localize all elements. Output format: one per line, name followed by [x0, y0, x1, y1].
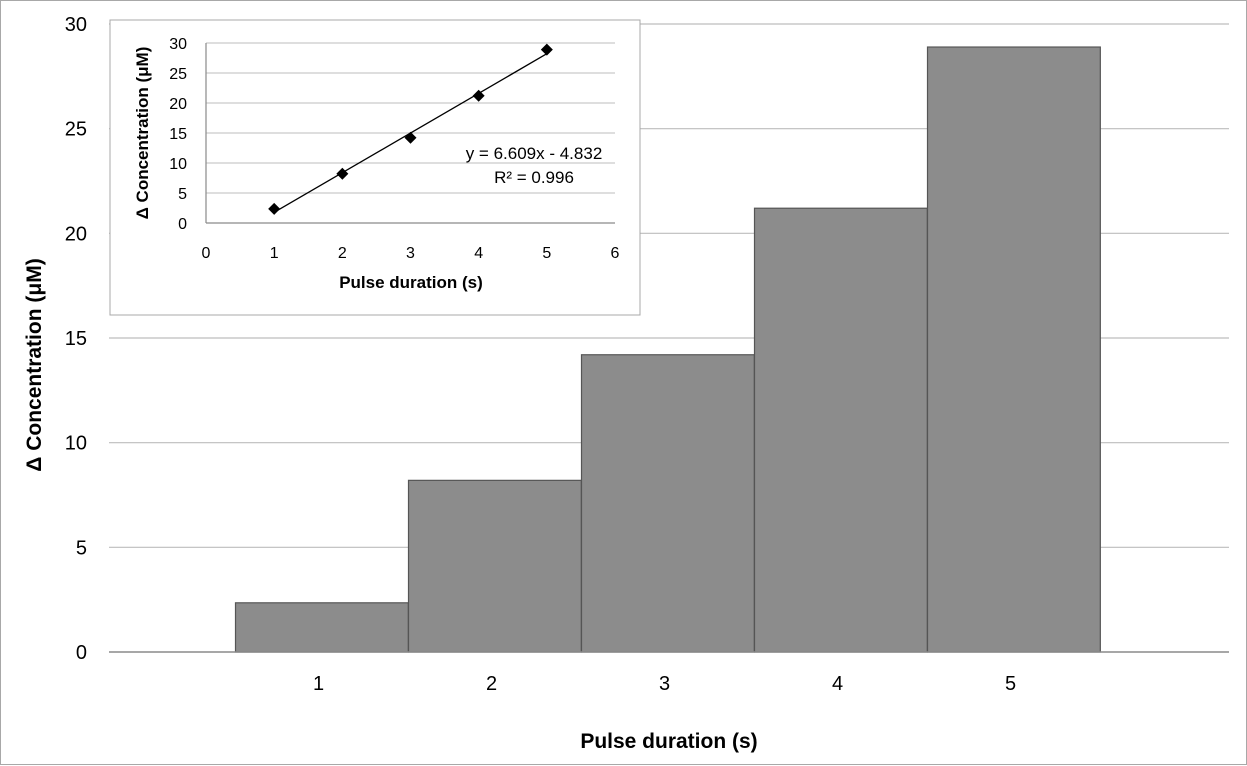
inset-point [336, 167, 349, 180]
inset-y-tick-label: 10 [169, 156, 187, 173]
main-y-tick-label: 20 [65, 223, 87, 245]
inset-point [268, 202, 281, 215]
inset-x-tick-label: 4 [474, 245, 483, 262]
main-y-tick-label: 30 [65, 14, 87, 36]
inset-point [472, 89, 485, 102]
inset-point [404, 131, 417, 144]
main-bar [407, 479, 582, 653]
inset-x-tick-label: 2 [338, 245, 347, 262]
main-bar [234, 602, 409, 653]
main-y-tick-label: 0 [76, 642, 87, 664]
main-y-tick-label: 10 [65, 433, 87, 455]
inset-x-tick-labels: 0 1 2 3 4 5 6 [202, 245, 620, 262]
inset-x-tick-label: 3 [406, 245, 415, 262]
trend-r-squared: R² = 0.996 [494, 168, 574, 187]
main-bar [753, 207, 928, 653]
main-x-tick-label: 5 [1005, 673, 1016, 695]
main-y-tick-labels: 0 5 10 15 20 25 30 [65, 14, 87, 664]
main-x-axis-title: Pulse duration (s) [580, 730, 757, 753]
inset-x-tick-label: 6 [611, 245, 620, 262]
inset-x-axis-title: Pulse duration (s) [339, 273, 483, 292]
inset-y-axis-title: Δ Concentration (μM) [133, 47, 152, 220]
inset-frame [109, 19, 641, 316]
inset-y-tick-labels: 0 5 10 15 20 25 30 [169, 36, 187, 233]
main-bars [234, 46, 1101, 653]
inset-y-tick-label: 25 [169, 66, 187, 83]
inset-x-tick-label: 0 [202, 245, 211, 262]
inset-y-tick-label: 20 [169, 96, 187, 113]
inset-y-tick-label: 15 [169, 126, 187, 143]
inset-gridlines [206, 42, 615, 194]
inset-y-tick-label: 0 [178, 216, 187, 233]
inset-y-tick-label: 5 [178, 186, 187, 203]
inset-y-tick-label: 30 [169, 36, 187, 53]
main-bar [580, 354, 755, 653]
main-x-tick-label: 3 [659, 673, 670, 695]
inset-x-tick-label: 1 [270, 245, 279, 262]
inset-point [540, 43, 553, 56]
main-x-tick-label: 2 [486, 673, 497, 695]
main-y-tick-label: 15 [65, 328, 87, 350]
main-bar [926, 46, 1101, 653]
main-y-tick-label: 5 [76, 537, 87, 559]
main-y-tick-label: 25 [65, 119, 87, 141]
inset-x-tick-label: 5 [542, 245, 551, 262]
main-y-axis-title: Δ Concentration (μM) [23, 258, 46, 471]
trend-equation: y = 6.609x - 4.832 [466, 144, 603, 163]
inset-axis [205, 43, 615, 224]
inset-points [268, 43, 553, 215]
main-x-tick-label: 4 [832, 673, 843, 695]
main-x-tick-labels: 1 2 3 4 5 [313, 673, 1016, 695]
main-x-tick-label: 1 [313, 673, 324, 695]
